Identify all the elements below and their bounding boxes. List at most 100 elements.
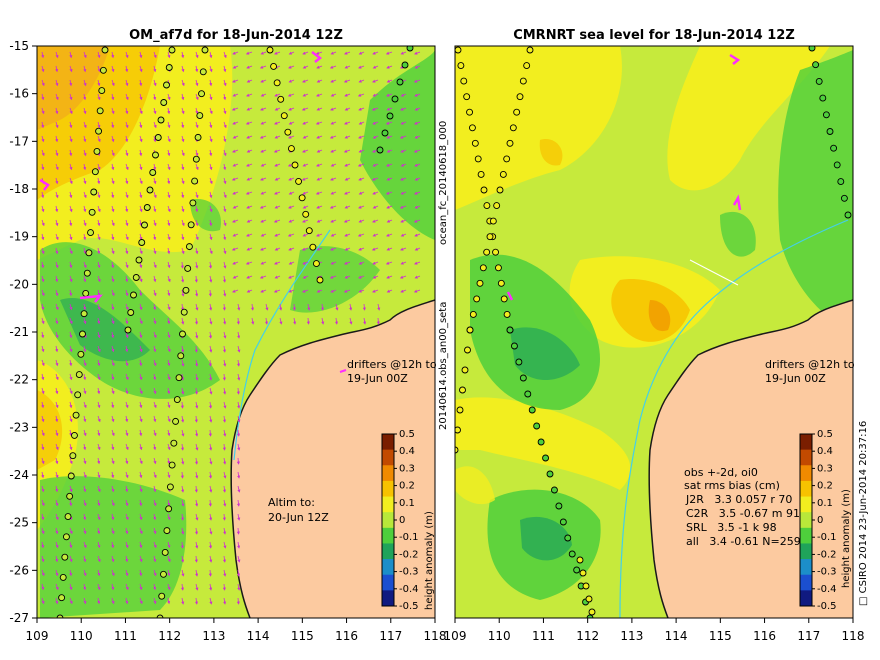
current-arrow [83,51,87,59]
current-arrow [41,149,45,157]
right-title: CMRNRT sea level for 18-Jun-2014 12Z [513,28,795,43]
current-arrow [236,317,240,325]
current-arrow [302,135,309,139]
altimeter-obs-marker [833,161,841,169]
current-arrow [153,51,157,59]
current-arrow [111,233,115,241]
current-arrow [41,415,45,423]
altimeter-obs-marker [98,87,106,95]
current-arrow [250,303,255,311]
altimeter-obs-marker [312,260,320,268]
current-arrow [139,457,143,465]
colorbar-swatch [382,449,394,466]
current-arrow [55,275,59,283]
altim-note-1: Altim to: [268,496,315,509]
colorbar-tick-label: 0.4 [399,446,415,457]
altimeter-obs-marker [486,233,494,241]
current-arrow [153,401,157,409]
current-arrow [288,205,295,209]
current-arrow [209,163,213,171]
altimeter-obs-marker [533,422,541,430]
altimeter-obs-marker [152,151,159,159]
current-arrow [302,191,309,195]
current-arrow [167,205,171,213]
x-tick-label: 117 [797,629,820,643]
altimeter-obs-marker [74,391,82,399]
current-arrow [69,93,73,101]
current-arrow [264,317,269,325]
current-arrow [223,233,227,241]
altimeter-obs-marker [499,170,507,178]
altimeter-obs-marker [506,139,514,147]
current-arrow [413,79,421,83]
current-arrow [316,233,323,237]
current-arrow [139,597,143,605]
current-arrow [181,457,185,465]
current-arrow [232,65,239,69]
current-arrow [209,191,213,199]
current-arrow [153,415,157,423]
current-arrow [209,303,213,311]
current-arrow [246,93,253,97]
altimeter-obs-marker [287,145,295,153]
current-arrow [316,135,323,139]
current-arrow [153,387,157,395]
current-arrow [153,555,157,563]
altimeter-obs-marker [469,310,477,318]
current-arrow [209,93,213,101]
current-arrow [288,247,295,251]
current-arrow [236,569,241,577]
current-arrow [41,51,45,59]
current-arrow [181,191,185,199]
current-arrow [55,569,59,577]
current-arrow [41,121,45,129]
current-arrow [167,387,171,395]
current-arrow [315,191,323,195]
current-arrow [180,471,184,479]
current-arrow [69,219,73,227]
current-arrow [139,233,143,241]
colorbar-tick-label: 0.1 [399,498,415,509]
current-arrow [414,107,421,111]
left-map: OM_af7d for 18-Jun-2014 12Z [36,28,437,619]
altimeter-obs-marker [461,366,469,374]
current-arrow [139,499,143,507]
current-arrow [195,261,199,269]
x-tick-label: 113 [202,629,225,643]
x-tick-label: 117 [379,629,402,643]
current-arrow [236,429,241,437]
current-arrow [111,93,115,101]
current-arrow [83,79,87,87]
current-arrow [167,331,171,339]
current-arrow [153,177,157,185]
current-arrow [125,401,129,409]
current-arrow [69,303,73,311]
current-arrow [232,205,239,209]
current-arrow [41,247,45,255]
altimeter-obs-marker [830,144,838,152]
current-arrow [260,289,267,293]
current-arrow [209,457,213,465]
current-arrow [69,107,73,115]
current-arrow [194,275,198,283]
current-arrow [153,205,157,213]
current-arrow [414,177,421,181]
current-arrow [302,261,309,265]
stats-header-2: sat rms bias (cm) [684,479,780,492]
current-arrow [223,387,227,395]
current-arrow [330,289,337,293]
colorbar-tick-label: 0 [399,515,405,526]
colorbar-tick-label: 0.3 [399,463,415,474]
current-arrow [293,317,297,325]
current-arrow [125,443,129,451]
current-arrow [55,429,59,437]
current-arrow [41,485,45,493]
current-arrow [167,121,171,129]
current-arrow [237,331,241,339]
current-arrow [274,247,281,251]
current-arrow [274,191,281,195]
current-arrow [167,261,171,269]
x-tick-label: 110 [488,629,511,643]
current-arrow [41,107,45,115]
current-arrow [69,373,73,381]
